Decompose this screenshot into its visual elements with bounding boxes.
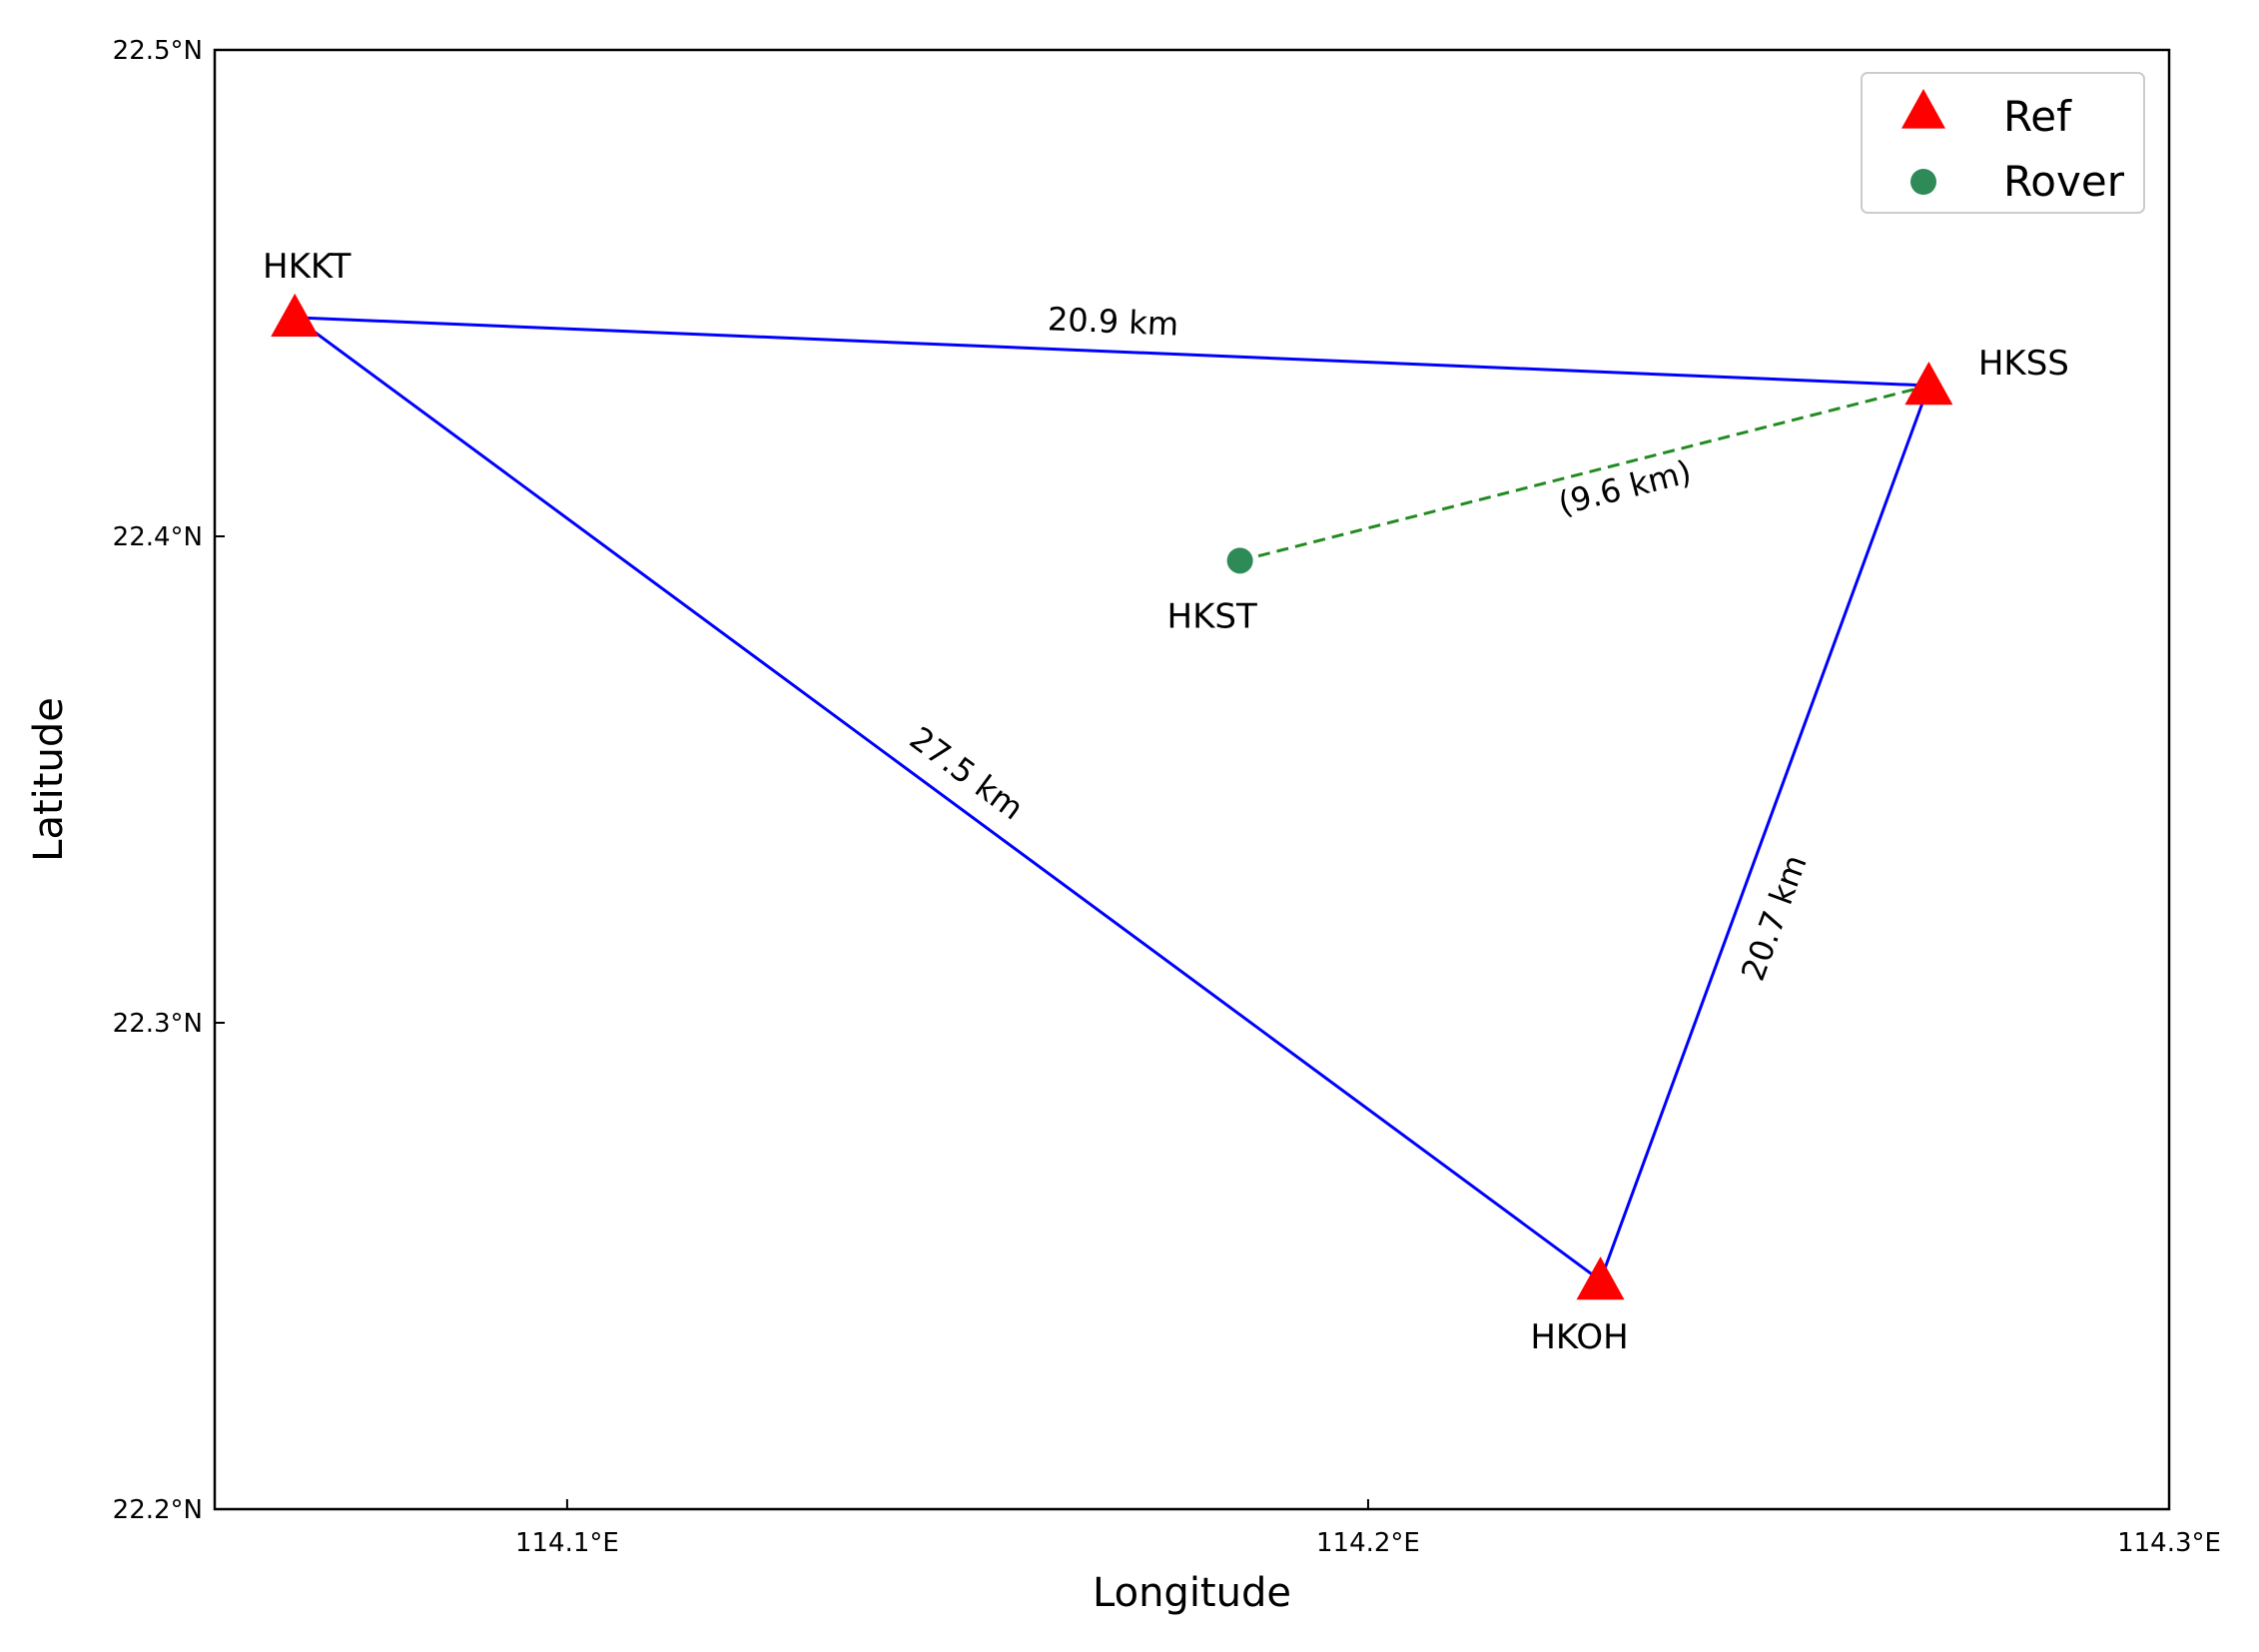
legend-ref-marker (1901, 89, 1945, 129)
ticks-layer: 114.1°E 114.2°E 114.3°E 22.2°N 22.3°N 22.4°N 2… (113, 36, 2221, 1558)
station-label: HKST (1167, 596, 1257, 636)
x-tick-label: 114.3°E (2117, 1528, 2221, 1558)
baseline-hkst-hkss (1239, 384, 1929, 562)
baselines-layer (294, 316, 1930, 1282)
legend-label: Ref (2003, 92, 2072, 141)
baseline-hkkt-hkoh (294, 316, 1602, 1282)
x-tick-label: 114.2°E (1316, 1528, 1420, 1558)
y-tick-label: 22.2°N (113, 1495, 203, 1525)
y-tick-label: 22.5°N (113, 36, 203, 66)
legend-label: Rover (2003, 157, 2125, 206)
y-tick-label: 22.3°N (113, 1009, 203, 1039)
rover-station-marker (1226, 547, 1253, 574)
baseline-distance-label: 20.9 km (1047, 300, 1179, 343)
station-label: HKOH (1530, 1317, 1628, 1357)
markers-layer (271, 293, 1953, 1300)
x-tick-label: 114.1°E (515, 1528, 619, 1558)
plot-area (213, 48, 2171, 1511)
ref-station-marker (1904, 362, 1953, 406)
ref-station-marker (1576, 1256, 1625, 1300)
x-axis-title: Longitude (1093, 1570, 1291, 1616)
y-axis-title: Latitude (26, 697, 72, 862)
station-label: HKKT (263, 247, 352, 287)
baseline-hkss-hkoh (1599, 385, 1930, 1281)
station-label: HKSS (1978, 344, 2069, 384)
legend-rover-marker (1910, 169, 1936, 195)
baseline-hkkt-hkss (295, 316, 1929, 388)
legend: Ref Rover (1861, 72, 2145, 214)
ref-station-marker (271, 293, 320, 338)
y-tick-label: 22.4°N (113, 522, 203, 552)
